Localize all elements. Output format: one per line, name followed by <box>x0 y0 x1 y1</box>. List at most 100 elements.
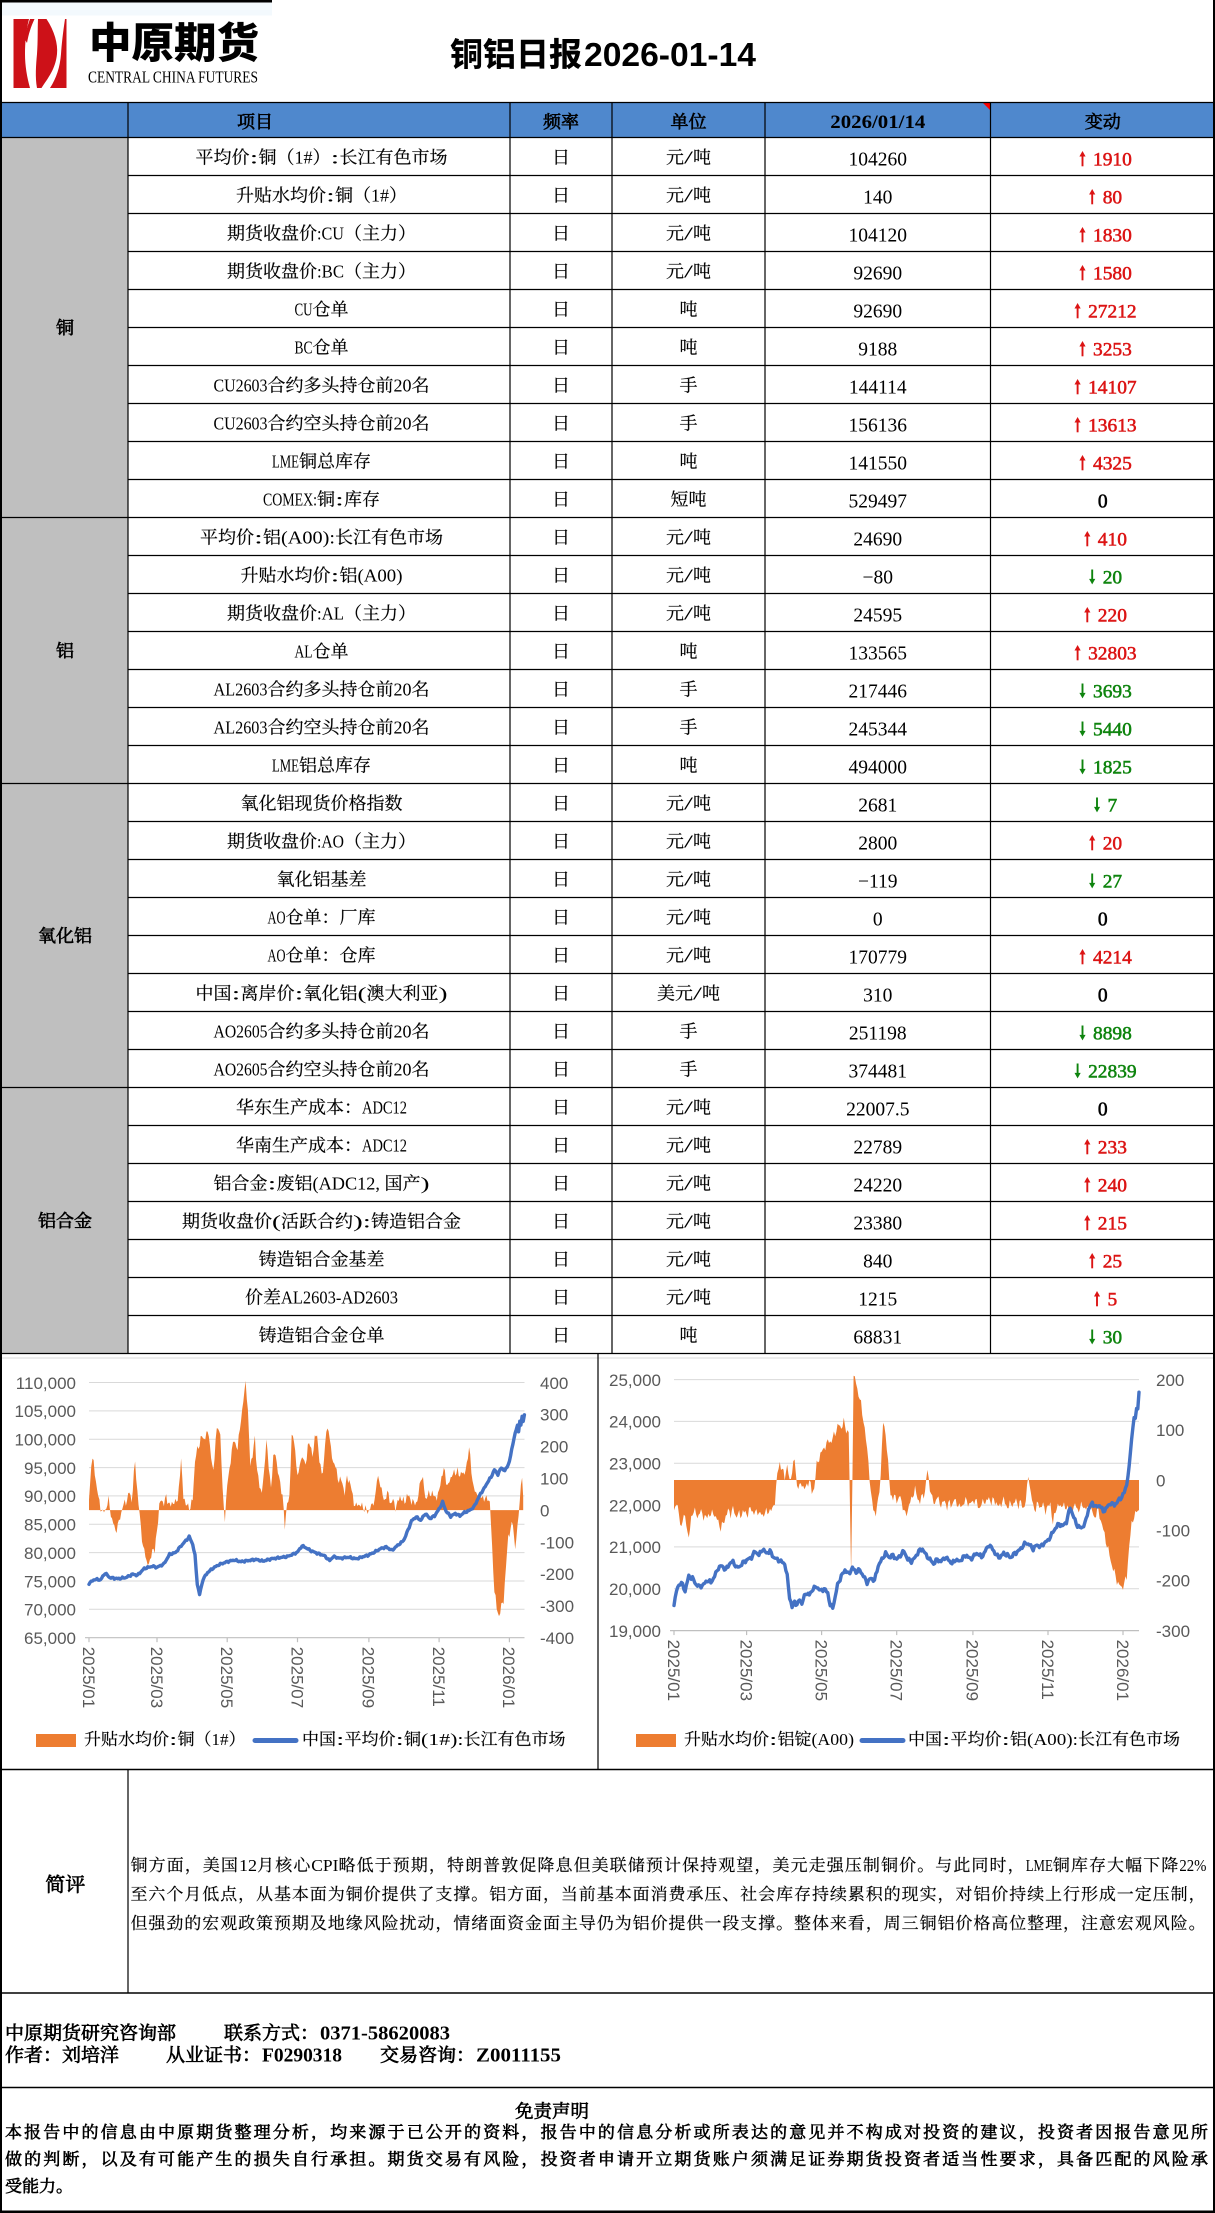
svg-text::: : <box>769 1730 778 1749</box>
svg-text:20: 20 <box>394 414 412 434</box>
svg-text:-200: -200 <box>1156 1572 1190 1591</box>
svg-text:20,000: 20,000 <box>609 1580 661 1599</box>
svg-text:/: / <box>684 186 693 206</box>
svg-text:(ADC12,: (ADC12, <box>313 1174 385 1195</box>
svg-text:/: / <box>684 1212 693 1232</box>
svg-text:AL2603: AL2603 <box>214 680 268 700</box>
svg-text:24595: 24595 <box>853 606 902 627</box>
svg-text:0: 0 <box>1098 492 1108 513</box>
svg-text:/: / <box>684 908 693 928</box>
svg-text:):: ): <box>353 1212 371 1233</box>
svg-text:/: / <box>684 566 693 586</box>
svg-text:4214: 4214 <box>1093 948 1132 969</box>
svg-text:20: 20 <box>394 680 412 700</box>
svg-text:310: 310 <box>863 986 892 1007</box>
svg-text:92690: 92690 <box>853 302 902 323</box>
svg-text::: : <box>232 984 241 1004</box>
svg-text:/: / <box>684 870 693 890</box>
svg-text:245344: 245344 <box>849 720 908 741</box>
svg-text::: : <box>335 490 344 510</box>
svg-text:-100: -100 <box>540 1533 574 1552</box>
svg-text:20: 20 <box>1103 568 1122 589</box>
svg-text:840: 840 <box>863 1252 892 1273</box>
svg-text:0: 0 <box>1156 1471 1165 1490</box>
svg-text:(A00): (A00) <box>812 1730 855 1749</box>
svg-text:0: 0 <box>1098 910 1108 931</box>
svg-text:2026/01/14: 2026/01/14 <box>830 112 926 133</box>
svg-text:5440: 5440 <box>1093 720 1132 741</box>
svg-text::: : <box>1002 1730 1011 1749</box>
svg-text:/: / <box>684 148 693 168</box>
svg-text:20: 20 <box>1103 834 1122 855</box>
svg-text:/: / <box>684 1098 693 1118</box>
svg-text:27212: 27212 <box>1088 302 1137 323</box>
svg-text:0371-58620083: 0371-58620083 <box>320 2024 450 2045</box>
svg-text:22%: 22% <box>1179 1856 1206 1875</box>
svg-text:20: 20 <box>394 1060 412 1080</box>
svg-text:2025/01: 2025/01 <box>79 1647 98 1708</box>
svg-text:1910: 1910 <box>1093 150 1132 171</box>
svg-text:27: 27 <box>1103 872 1123 893</box>
svg-text:(A00):: (A00): <box>1027 1730 1078 1749</box>
svg-text:/: / <box>684 1250 693 1270</box>
svg-text:217446: 217446 <box>849 682 908 703</box>
svg-text:100: 100 <box>540 1470 568 1489</box>
svg-text:374481: 374481 <box>849 1062 908 1083</box>
svg-text:CENTRAL CHINA FUTURES: CENTRAL CHINA FUTURES <box>88 68 258 87</box>
svg-text:2025/11: 2025/11 <box>1038 1640 1057 1700</box>
svg-text:CPI: CPI <box>311 1856 338 1875</box>
svg-text:AL2603-AD2603: AL2603-AD2603 <box>281 1288 398 1308</box>
svg-text:13613: 13613 <box>1088 416 1137 437</box>
svg-text:2026/01: 2026/01 <box>499 1647 518 1708</box>
svg-text:/: / <box>684 946 693 966</box>
svg-text:0: 0 <box>873 910 883 931</box>
svg-text:2025/09: 2025/09 <box>963 1640 982 1701</box>
svg-text:CU2603: CU2603 <box>214 414 268 434</box>
svg-text:(: ( <box>272 1212 281 1233</box>
svg-text:-300: -300 <box>540 1597 574 1616</box>
svg-text:2025/11: 2025/11 <box>429 1647 448 1707</box>
svg-text:4325: 4325 <box>1093 454 1132 475</box>
svg-text:-300: -300 <box>1156 1622 1190 1641</box>
svg-text:/: / <box>684 528 693 548</box>
svg-text:75,000: 75,000 <box>24 1572 76 1591</box>
svg-text::: : <box>336 1730 345 1749</box>
svg-text:ADC12: ADC12 <box>362 1098 407 1118</box>
svg-text:AO: AO <box>268 946 286 966</box>
svg-text:1#: 1# <box>371 186 389 206</box>
svg-text:-200: -200 <box>540 1565 574 1584</box>
svg-text:9188: 9188 <box>858 340 897 361</box>
svg-text:2025/05: 2025/05 <box>217 1647 236 1708</box>
svg-text:105,000: 105,000 <box>15 1402 76 1421</box>
svg-text:140: 140 <box>863 188 892 209</box>
svg-text::: : <box>250 148 259 168</box>
svg-text:20: 20 <box>394 1022 412 1042</box>
svg-text::: : <box>331 148 340 168</box>
svg-text:2025/07: 2025/07 <box>887 1640 906 1701</box>
svg-text:100,000: 100,000 <box>15 1431 76 1450</box>
svg-text:CU2603: CU2603 <box>214 376 268 396</box>
svg-text:2025/03: 2025/03 <box>736 1640 755 1701</box>
svg-text:300: 300 <box>540 1406 568 1425</box>
svg-text::BC: :BC <box>317 262 344 282</box>
svg-text:22789: 22789 <box>853 1138 902 1159</box>
svg-text:/: / <box>684 1136 693 1156</box>
svg-text:/: / <box>693 984 702 1004</box>
svg-text:/: / <box>684 794 693 814</box>
svg-text:1#: 1# <box>295 148 313 168</box>
svg-text:20: 20 <box>394 376 412 396</box>
svg-text:24220: 24220 <box>853 1176 902 1197</box>
svg-text:90,000: 90,000 <box>24 1487 76 1506</box>
svg-text:104260: 104260 <box>849 150 908 171</box>
svg-text:3253: 3253 <box>1093 340 1132 361</box>
svg-text:2025/03: 2025/03 <box>147 1647 166 1708</box>
svg-text:144114: 144114 <box>849 378 907 399</box>
svg-text:/: / <box>684 224 693 244</box>
svg-text:200: 200 <box>1156 1371 1184 1390</box>
svg-text:2026-01-14: 2026-01-14 <box>584 36 757 73</box>
svg-text::: : <box>331 566 340 586</box>
svg-text:(A00):: (A00): <box>281 528 335 549</box>
svg-text:F0290318: F0290318 <box>262 2046 342 2067</box>
svg-text::: : <box>169 1730 178 1749</box>
svg-text::: : <box>268 1174 277 1194</box>
